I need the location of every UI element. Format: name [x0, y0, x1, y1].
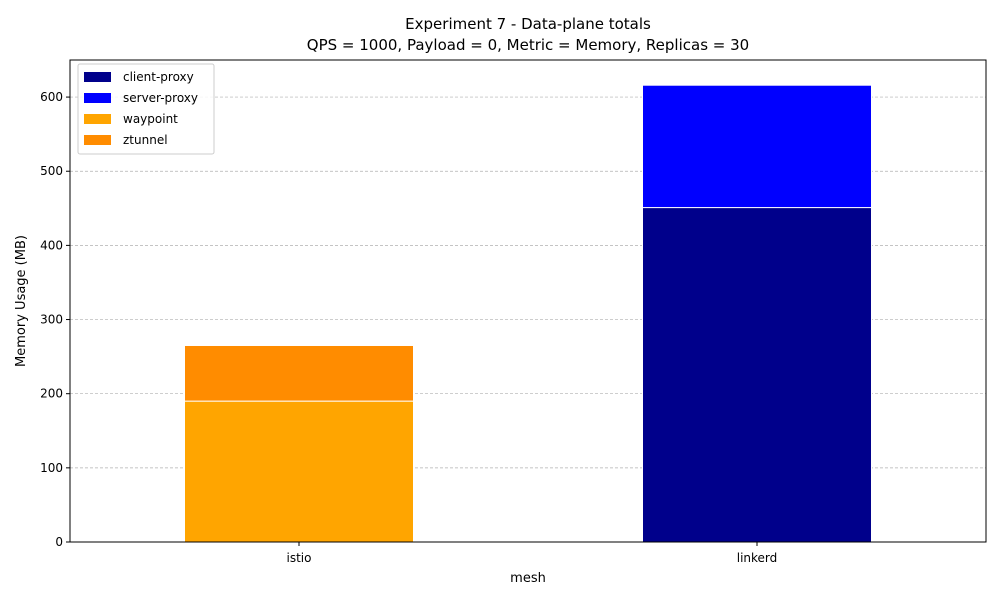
- legend-swatch-client-proxy: [84, 72, 111, 82]
- y-tick-label: 200: [40, 387, 63, 401]
- y-axis-ticks: 0 100 200 300 400 500 600: [40, 90, 70, 549]
- y-tick-label: 0: [55, 535, 63, 549]
- chart-title: Experiment 7 - Data-plane totals: [405, 15, 651, 33]
- y-tick-label: 600: [40, 90, 63, 104]
- x-axis-ticks: istio linkerd: [287, 542, 778, 565]
- bar-linkerd-server-proxy: [642, 84, 872, 209]
- y-axis-label: Memory Usage (MB): [14, 235, 29, 367]
- bars: [184, 84, 872, 543]
- x-tick-label: linkerd: [737, 551, 778, 565]
- legend-swatch-server-proxy: [84, 93, 111, 103]
- legend-swatch-waypoint: [84, 114, 111, 124]
- x-tick-label: istio: [287, 551, 312, 565]
- y-tick-label: 100: [40, 461, 63, 475]
- legend-label-waypoint: waypoint: [123, 112, 178, 126]
- legend-label-ztunnel: ztunnel: [123, 133, 168, 147]
- chart-subtitle: QPS = 1000, Payload = 0, Metric = Memory…: [307, 36, 749, 54]
- x-axis-label: mesh: [510, 571, 546, 586]
- bar-istio-waypoint: [184, 400, 414, 543]
- legend-label-server-proxy: server-proxy: [123, 91, 198, 105]
- y-tick-label: 500: [40, 164, 63, 178]
- legend: client-proxy server-proxy waypoint ztunnel: [77, 63, 215, 155]
- y-tick-label: 400: [40, 238, 63, 252]
- legend-frame: [77, 63, 215, 155]
- y-tick-label: 300: [40, 313, 63, 327]
- legend-swatch-ztunnel: [84, 135, 111, 145]
- bar-linkerd-client-proxy: [642, 207, 872, 543]
- plot-frame: [69, 59, 987, 543]
- legend-label-client-proxy: client-proxy: [123, 70, 194, 84]
- bar-istio-ztunnel: [184, 344, 414, 402]
